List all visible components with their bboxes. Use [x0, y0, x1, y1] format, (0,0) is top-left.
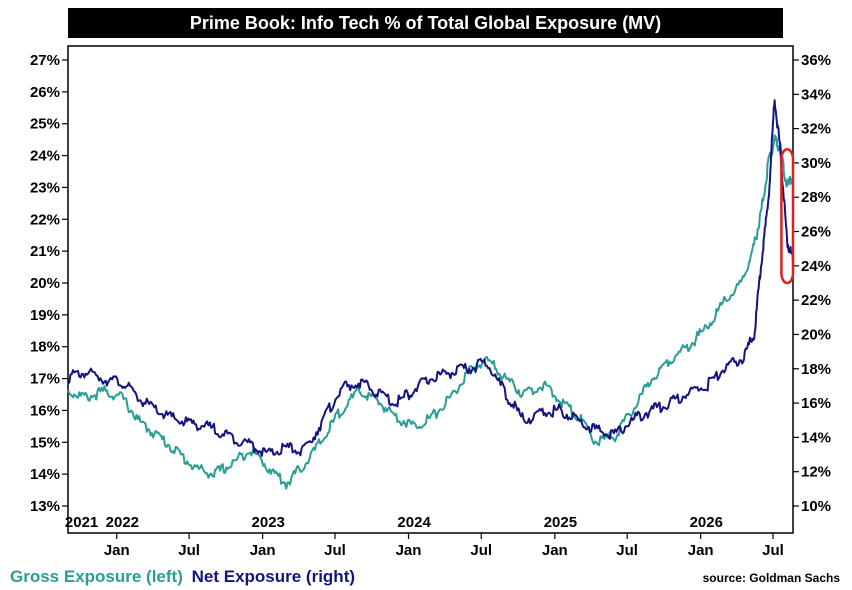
chart-title: Prime Book: Info Tech % of Total Global …	[68, 8, 783, 38]
left-axis-tick-label: 17%	[30, 371, 60, 388]
x-axis-month-label: Jul	[616, 542, 638, 559]
left-axis-tick-label: 18%	[30, 339, 60, 356]
x-axis-month-label: Jan	[104, 542, 130, 559]
right-axis-tick-label: 28%	[801, 189, 831, 206]
right-axis-tick-label: 36%	[801, 52, 831, 69]
right-axis-tick-label: 16%	[801, 395, 831, 412]
left-axis-tick-label: 19%	[30, 307, 60, 324]
x-axis-year-label: 2022	[106, 514, 139, 531]
right-axis-tick-label: 26%	[801, 224, 831, 241]
left-axis-tick-label: 22%	[30, 211, 60, 228]
right-axis-tick-label: 20%	[801, 326, 831, 343]
gross-exposure-line	[67, 134, 794, 490]
x-axis-month-label: Jul	[762, 542, 784, 559]
x-axis-month-label: Jul	[178, 542, 200, 559]
legend-gross-label: Gross Exposure (left)	[10, 567, 183, 586]
left-axis-tick-label: 24%	[30, 148, 60, 165]
left-axis-tick-label: 20%	[30, 275, 60, 292]
source-label: source: Goldman Sachs	[702, 571, 840, 585]
right-axis-tick-label: 30%	[801, 155, 831, 172]
left-axis-tick-label: 15%	[30, 434, 60, 451]
right-axis-tick-label: 32%	[801, 121, 831, 138]
x-axis-month-label: Jan	[542, 542, 568, 559]
right-axis-tick-label: 24%	[801, 258, 831, 275]
x-axis-year-label: 2021	[65, 514, 98, 531]
legend-net-label: Net Exposure (right)	[191, 567, 356, 586]
x-axis-month-label: Jan	[396, 542, 422, 559]
right-axis-tick-label: 22%	[801, 292, 831, 309]
left-axis-tick-label: 25%	[30, 116, 60, 133]
right-axis-tick-label: 10%	[801, 498, 831, 515]
x-axis-month-label: Jan	[250, 542, 276, 559]
highlight-box	[780, 147, 795, 285]
legend: Gross Exposure (left) Net Exposure (righ…	[10, 567, 355, 587]
x-axis-year-label: 2025	[544, 514, 577, 531]
x-axis-month-label: Jul	[324, 542, 346, 559]
left-axis-tick-label: 27%	[30, 52, 60, 69]
right-axis-tick-label: 34%	[801, 86, 831, 103]
right-axis-tick-label: 12%	[801, 464, 831, 481]
left-axis-tick-label: 21%	[30, 243, 60, 260]
left-axis-tick-label: 26%	[30, 84, 60, 101]
net-exposure-line	[67, 99, 794, 457]
left-axis-tick-label: 23%	[30, 179, 60, 196]
right-axis-tick-label: 18%	[801, 361, 831, 378]
left-axis-tick-label: 13%	[30, 498, 60, 515]
x-axis-year-label: 2026	[690, 514, 723, 531]
left-axis-tick-label: 14%	[30, 466, 60, 483]
plot-frame	[67, 45, 794, 534]
x-axis-month-label: Jul	[470, 542, 492, 559]
x-axis-year-label: 2024	[397, 514, 431, 531]
left-axis-tick-label: 16%	[30, 402, 60, 419]
right-axis-tick-label: 14%	[801, 429, 831, 446]
x-axis-month-label: Jan	[688, 542, 714, 559]
x-axis-year-label: 2023	[252, 514, 285, 531]
